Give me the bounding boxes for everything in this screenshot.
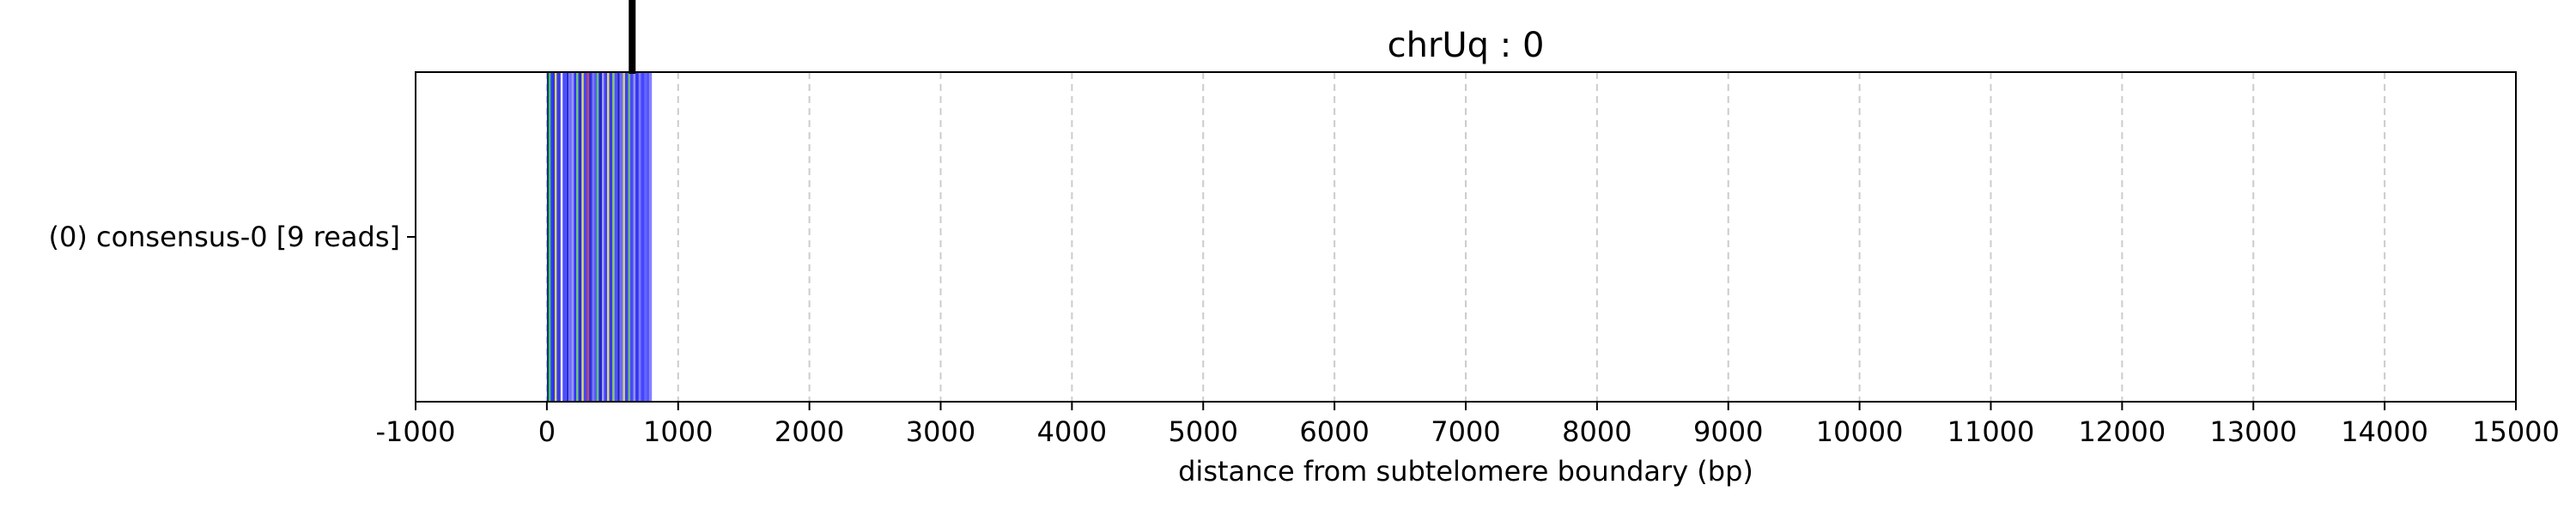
bar-segment: [546, 72, 550, 402]
bar-segment: [614, 72, 618, 402]
bar-segment: [609, 72, 613, 402]
x-tick-label: 14000: [2341, 415, 2428, 448]
bar-segment: [649, 72, 653, 402]
x-axis-label: distance from subtelomere boundary (bp): [1178, 455, 1753, 488]
bar-segment: [556, 72, 561, 402]
bar-segment: [602, 72, 605, 402]
bar-segment: [586, 72, 589, 402]
y-tick-label: (0) consensus-0 [9 reads]: [48, 221, 400, 253]
bar-segment: [617, 72, 620, 402]
bar-segment: [598, 72, 603, 402]
bar-segment: [596, 72, 599, 402]
x-tick-label: 12000: [2078, 415, 2166, 448]
bar-segment: [550, 72, 556, 402]
bar-segment: [607, 72, 610, 402]
bar-segment: [638, 72, 641, 402]
bar-segment: [644, 72, 647, 402]
bar-segment: [604, 72, 608, 402]
x-tick-label: 0: [538, 415, 556, 448]
x-tick-label: 9000: [1693, 415, 1763, 448]
x-tick-label: 11000: [1947, 415, 2035, 448]
bar-segment: [560, 72, 563, 402]
y-ticks: (0) consensus-0 [9 reads]: [48, 221, 416, 253]
x-tick-label: 15000: [2472, 415, 2560, 448]
bar-segment: [635, 72, 639, 402]
bar-segment: [588, 72, 592, 402]
x-tick-label: 13000: [2209, 415, 2297, 448]
bar-segment: [593, 72, 597, 402]
x-tick-label: 6000: [1299, 415, 1369, 448]
bar-segment: [612, 72, 615, 402]
bar-segment: [574, 72, 577, 402]
bar-segment: [623, 72, 625, 402]
bar-segment: [592, 72, 594, 402]
bar-segment: [576, 72, 579, 402]
bar-segment: [624, 72, 629, 402]
x-ticks: -1000 0 1000 2000 3000 4000 5000 6000 7000 8000 90…: [376, 402, 2560, 448]
bar-segment: [578, 72, 582, 402]
bar-segment: [581, 72, 584, 402]
bar-segment: [619, 72, 623, 402]
bar-segment: [629, 72, 634, 402]
bar-segment: [583, 72, 587, 402]
bar-segment: [571, 72, 574, 402]
chart-title: chrUq : 0: [1388, 26, 1545, 65]
bar-segment: [628, 72, 630, 402]
grid-layer: [545, 72, 2386, 402]
x-tick-label: 5000: [1169, 415, 1238, 448]
x-tick-label: 4000: [1037, 415, 1107, 448]
bar-segment: [562, 72, 567, 402]
x-tick-label: 1000: [643, 415, 713, 448]
x-tick-label: 10000: [1816, 415, 1904, 448]
bar-segment: [568, 72, 572, 402]
x-tick-label: 8000: [1562, 415, 1631, 448]
bar-segment: [549, 72, 551, 402]
bar-segment: [641, 72, 645, 402]
bar-segment: [633, 72, 636, 402]
x-tick-label: 2000: [775, 415, 844, 448]
x-tick-label: -1000: [376, 415, 456, 448]
x-tick-label: 3000: [906, 415, 975, 448]
bar-segment: [555, 72, 557, 402]
x-tick-label: 7000: [1431, 415, 1500, 448]
bar-segment: [566, 72, 569, 402]
segments-layer: [546, 72, 653, 402]
bar-segment: [646, 72, 650, 402]
